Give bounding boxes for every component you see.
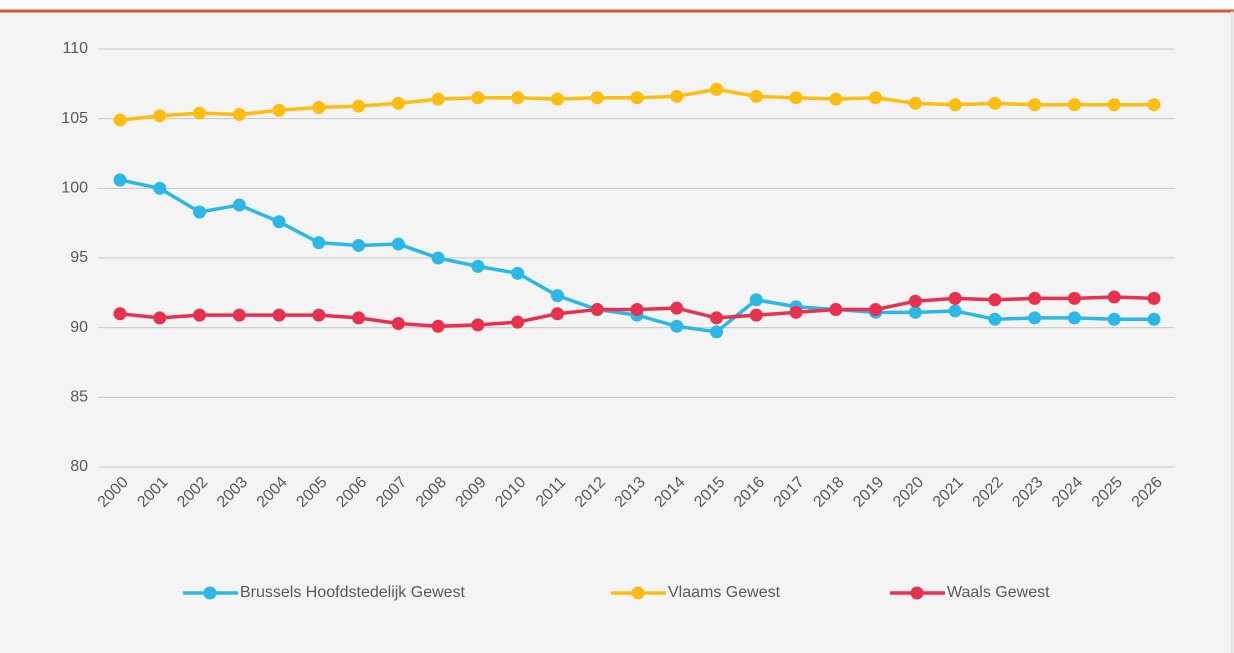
series-marker: [1067, 98, 1081, 112]
series-marker: [272, 308, 286, 322]
series-marker: [193, 308, 207, 322]
series-marker: [710, 325, 724, 339]
series-marker: [908, 305, 922, 319]
legend-marker: [203, 586, 217, 600]
series-marker: [1107, 98, 1121, 112]
series-marker: [988, 96, 1002, 110]
series-marker: [352, 311, 366, 325]
series-marker: [670, 301, 684, 315]
series-marker: [193, 106, 207, 120]
series-marker: [948, 98, 962, 112]
y-tick-label: 90: [70, 319, 88, 336]
series-marker: [1067, 311, 1081, 325]
series-marker: [471, 318, 485, 332]
series-marker: [550, 307, 564, 321]
series-marker: [749, 293, 763, 307]
series-marker: [1028, 98, 1042, 112]
series-marker: [431, 251, 445, 265]
y-tick-label: 85: [70, 389, 88, 406]
series-marker: [1028, 311, 1042, 325]
series-marker: [948, 304, 962, 318]
series-marker: [391, 237, 405, 251]
legend-marker: [631, 586, 645, 600]
header-strip: [0, 0, 1234, 12]
series-marker: [1107, 312, 1121, 326]
series-marker: [710, 82, 724, 96]
legend-label: Brussels Hoofdstedelijk Gewest: [240, 584, 466, 601]
series-marker: [193, 205, 207, 219]
series-marker: [908, 96, 922, 110]
series-marker: [113, 113, 127, 127]
series-marker: [749, 308, 763, 322]
y-tick-label: 95: [70, 249, 88, 266]
series-marker: [630, 91, 644, 105]
series-marker: [710, 311, 724, 325]
series-marker: [829, 303, 843, 317]
series-marker: [153, 311, 167, 325]
series-marker: [272, 103, 286, 117]
legend-label: Vlaams Gewest: [668, 584, 781, 601]
series-marker: [232, 308, 246, 322]
series-marker: [670, 89, 684, 103]
series-marker: [511, 315, 525, 329]
series-marker: [272, 215, 286, 229]
series-marker: [431, 92, 445, 106]
series-marker: [789, 305, 803, 319]
series-marker: [352, 238, 366, 252]
series-marker: [550, 92, 564, 106]
series-marker: [829, 92, 843, 106]
series-marker: [869, 303, 883, 317]
series-marker: [590, 91, 604, 105]
y-tick-label: 80: [70, 458, 88, 475]
series-marker: [471, 91, 485, 105]
series-marker: [1147, 312, 1161, 326]
series-marker: [312, 308, 326, 322]
series-marker: [550, 289, 564, 303]
series-marker: [391, 96, 405, 110]
series-marker: [153, 181, 167, 195]
series-marker: [590, 303, 604, 317]
y-tick-label: 100: [61, 180, 88, 197]
series-marker: [312, 236, 326, 250]
series-marker: [391, 316, 405, 330]
y-tick-label: 110: [62, 40, 88, 57]
series-marker: [312, 101, 326, 115]
series-marker: [988, 293, 1002, 307]
series-marker: [113, 173, 127, 187]
series-marker: [511, 91, 525, 105]
series-marker: [352, 99, 366, 113]
series-marker: [471, 259, 485, 273]
series-marker: [1147, 98, 1161, 112]
series-marker: [988, 312, 1002, 326]
series-marker: [670, 319, 684, 333]
series-marker: [1107, 290, 1121, 304]
series-marker: [153, 109, 167, 123]
series-marker: [869, 91, 883, 105]
series-marker: [1028, 291, 1042, 305]
legend-label: Waals Gewest: [947, 584, 1050, 601]
series-marker: [630, 303, 644, 317]
y-tick-label: 105: [61, 110, 88, 127]
series-marker: [1067, 291, 1081, 305]
series-marker: [948, 291, 962, 305]
series-marker: [789, 91, 803, 105]
series-marker: [908, 294, 922, 308]
series-marker: [113, 307, 127, 321]
series-marker: [749, 89, 763, 103]
series-marker: [511, 266, 525, 280]
series-marker: [232, 107, 246, 121]
series-marker: [232, 198, 246, 212]
series-marker: [431, 319, 445, 333]
legend-marker: [910, 586, 924, 600]
series-marker: [1147, 291, 1161, 305]
